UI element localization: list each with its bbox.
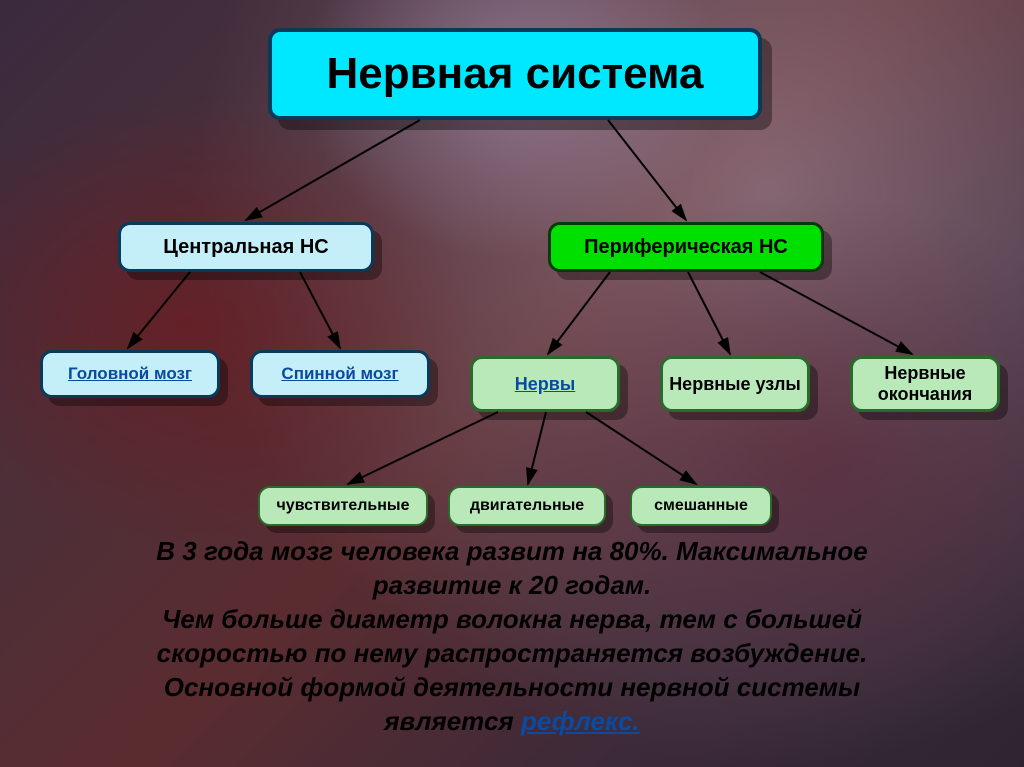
- node-motor: двигательные: [448, 486, 606, 526]
- label-sensory: чувствительные: [277, 497, 410, 515]
- label-motor: двигательные: [470, 497, 584, 515]
- node-peripheral: Периферическая НС: [548, 222, 824, 272]
- label-central: Центральная НС: [163, 236, 329, 259]
- node-spinal[interactable]: Спинной мозг: [250, 350, 430, 398]
- node-root: Нервная система: [268, 28, 762, 120]
- label-mixed: смешанные: [654, 497, 748, 515]
- edges: [128, 120, 912, 484]
- label-brain[interactable]: Головной мозг: [68, 364, 192, 384]
- node-central: Центральная НС: [118, 222, 374, 272]
- label-root: Нервная система: [327, 49, 704, 100]
- node-endings: Нервные окончания: [850, 356, 1000, 412]
- label-peripheral: Периферическая НС: [584, 236, 788, 259]
- node-sensory: чувствительные: [258, 486, 428, 526]
- node-mixed: смешанные: [630, 486, 772, 526]
- label-spinal[interactable]: Спинной мозг: [281, 364, 398, 384]
- label-nerves[interactable]: Нервы: [515, 374, 575, 395]
- node-nerves[interactable]: Нервы: [470, 356, 620, 412]
- caption-block: В 3 года мозг человека развит на 80%. Ма…: [0, 534, 1024, 738]
- reflex-link[interactable]: рефлекс.: [521, 706, 640, 736]
- label-endings: Нервные окончания: [859, 363, 991, 404]
- node-ganglia: Нервные узлы: [660, 356, 810, 412]
- node-brain[interactable]: Головной мозг: [40, 350, 220, 398]
- label-ganglia: Нервные узлы: [669, 374, 801, 395]
